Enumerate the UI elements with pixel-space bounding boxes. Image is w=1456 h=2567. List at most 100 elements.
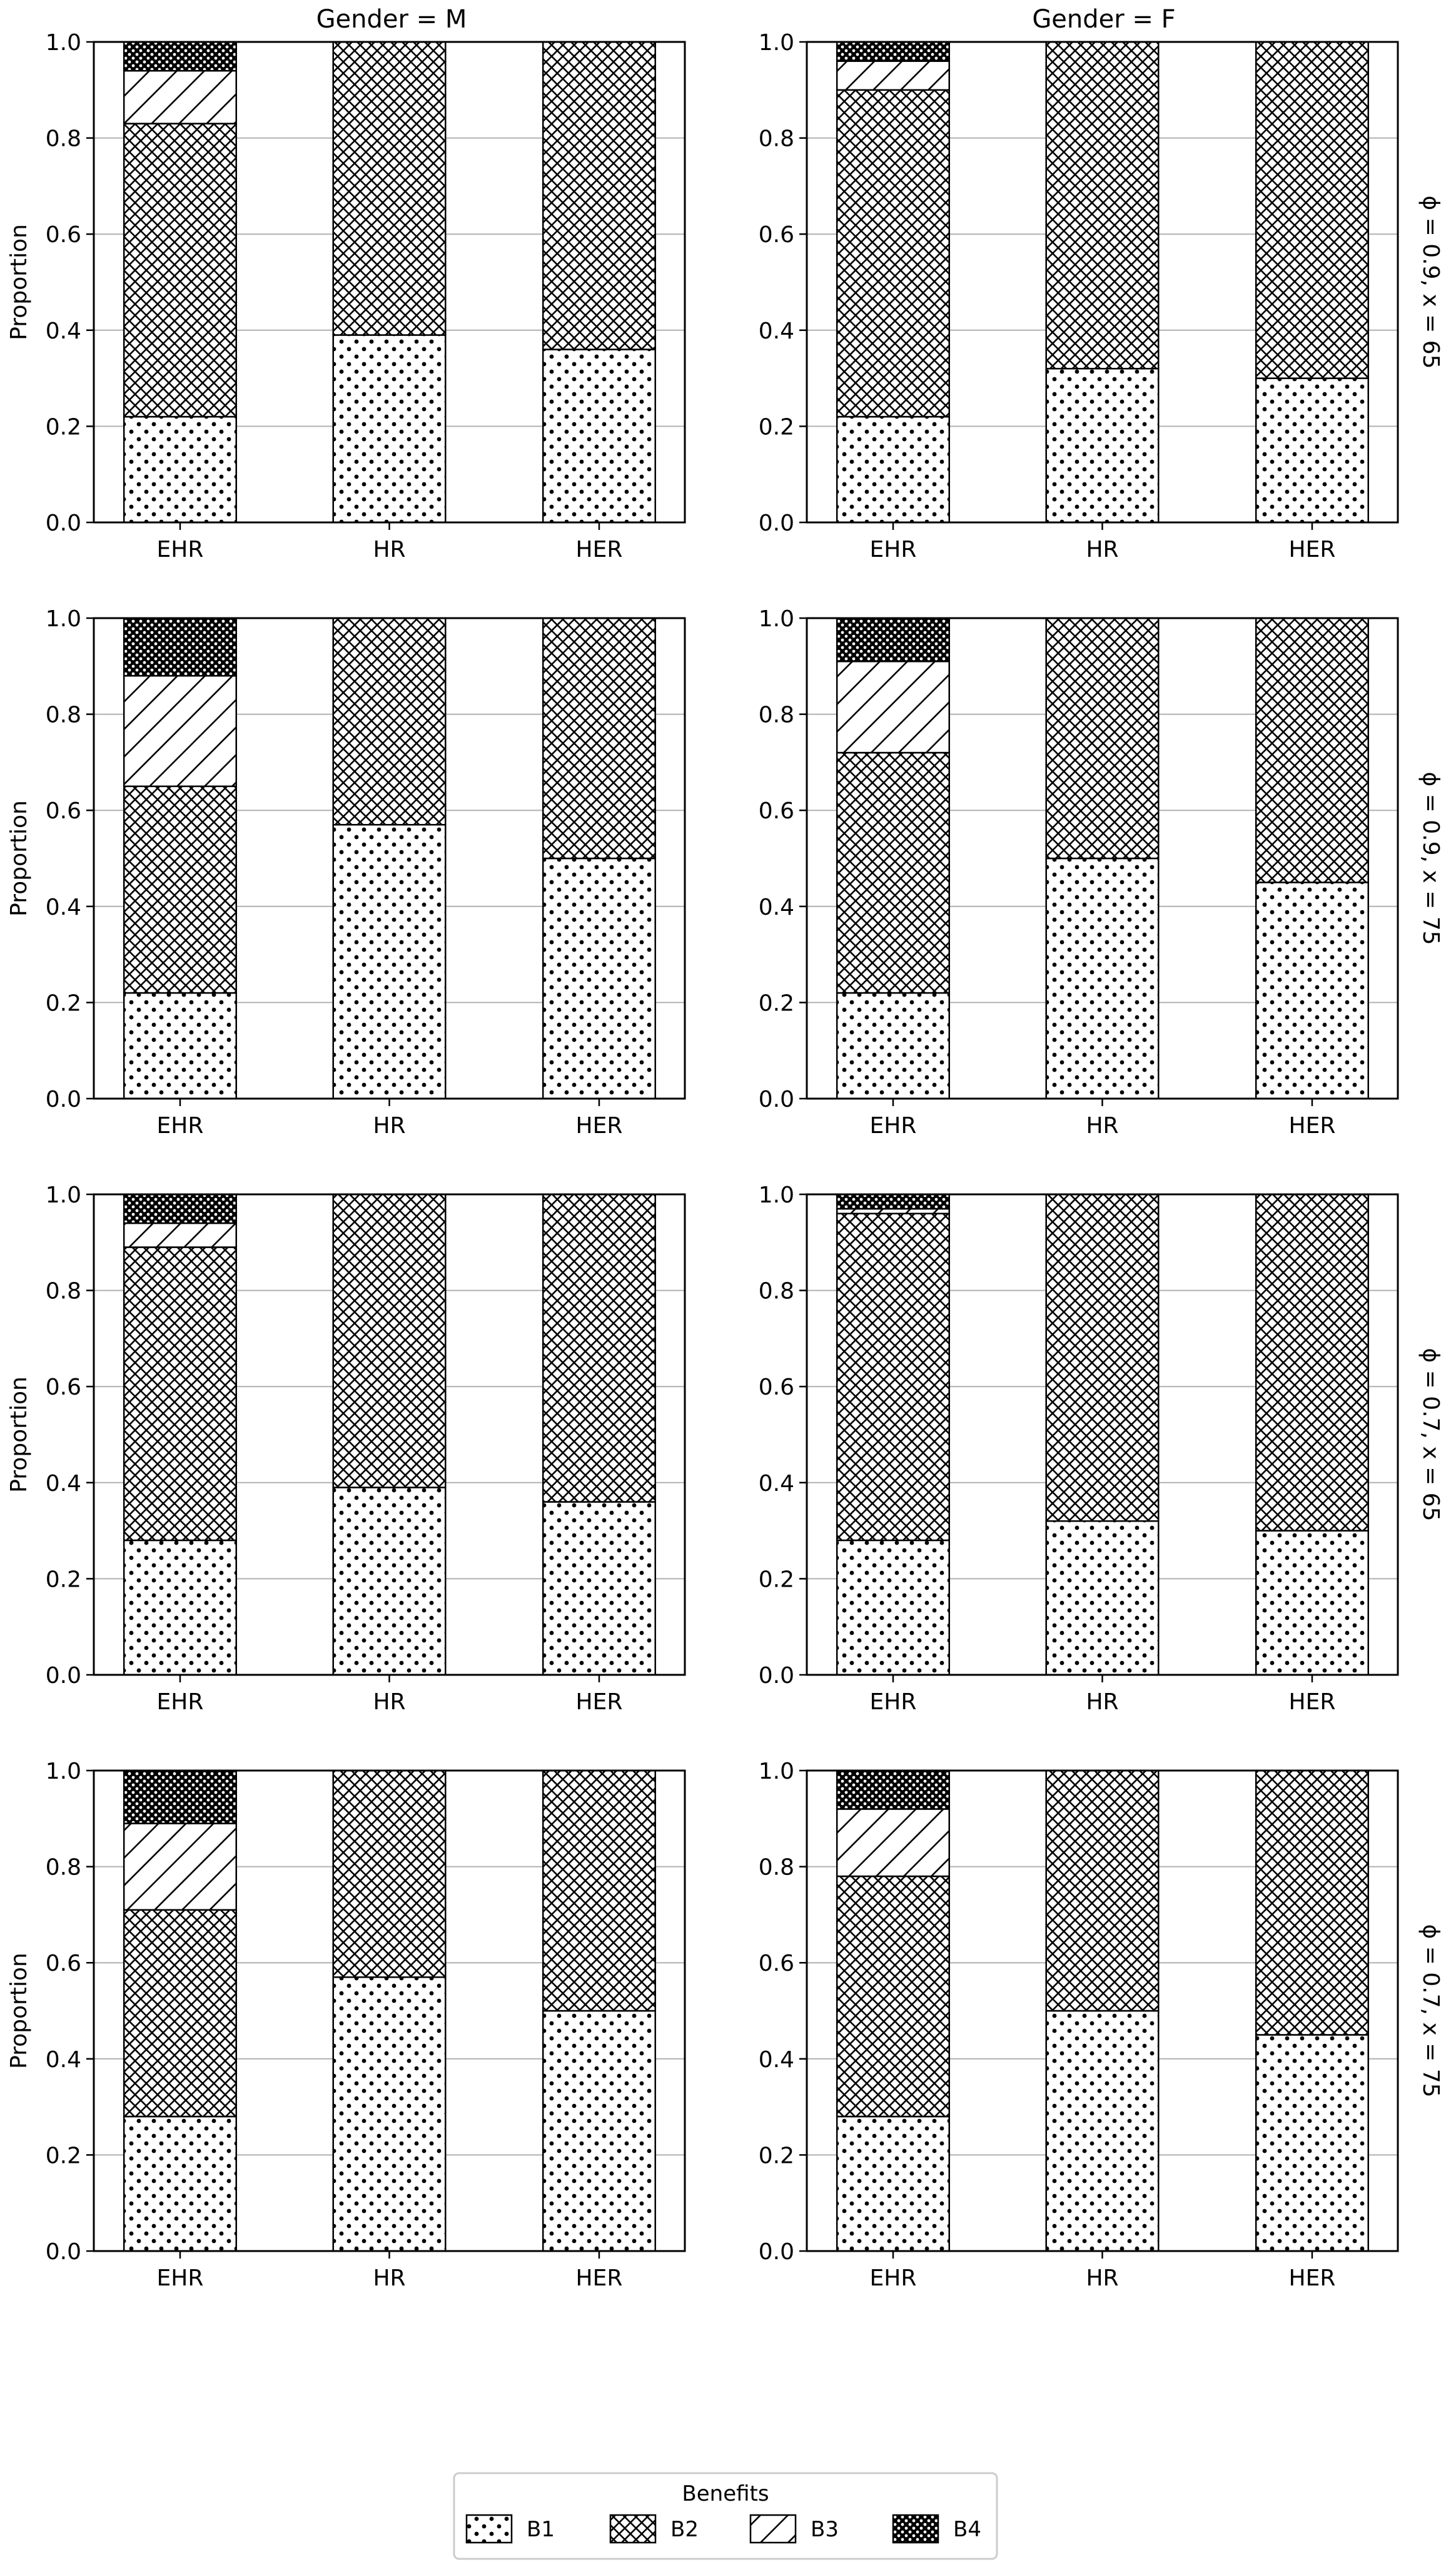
y-tick-label: 0.0 bbox=[46, 511, 81, 536]
panel-male-row-3: 0.0 0.2 0.4 0.6 0.8 1.0 EHR HR HER Proportion bbox=[6, 1182, 686, 1715]
bar-segment-ehr-b4 bbox=[123, 41, 237, 72]
bar-segment-her-b2 bbox=[1255, 41, 1369, 379]
y-tick-label: 0.6 bbox=[46, 1951, 81, 1976]
bar-segment-hr-b2 bbox=[1045, 617, 1160, 860]
y-tick-label: 1.0 bbox=[759, 30, 794, 56]
bar-segment-ehr-b1 bbox=[836, 2115, 950, 2252]
axes-frame bbox=[806, 617, 1399, 1100]
x-tick-label-ehr: EHR bbox=[870, 537, 917, 562]
y-tick-label: 0.4 bbox=[46, 1471, 81, 1497]
bar-segment-her-b1 bbox=[1255, 377, 1369, 524]
bar-segment-ehr-b4 bbox=[836, 1769, 950, 1810]
x-tick-label-hr: HR bbox=[1086, 537, 1118, 562]
x-tick-label-her: HER bbox=[1289, 1113, 1336, 1139]
y-tick-label: 0.8 bbox=[759, 1279, 794, 1304]
x-tick-label-her: HER bbox=[576, 537, 623, 562]
y-tick-label: 0.0 bbox=[46, 2239, 81, 2265]
legend-entry-b2: B2 bbox=[609, 2514, 699, 2544]
axes-frame bbox=[93, 41, 686, 524]
panel-female-row-1: 0.0 0.2 0.4 0.6 0.8 1.0 EHR HR HER ϕ = 0.9, x = 6… bbox=[759, 30, 1443, 562]
y-tick-label: 0.2 bbox=[46, 414, 81, 440]
legend-label-b3: B3 bbox=[811, 2517, 839, 2542]
y-tick-label: 0.2 bbox=[759, 1567, 794, 1592]
bar-segment-ehr-b1 bbox=[123, 1539, 237, 1676]
bar-segment-hr-b1 bbox=[332, 334, 447, 524]
bar-segment-hr-b1 bbox=[332, 1976, 447, 2252]
y-tick-label: 1.0 bbox=[46, 1759, 81, 1784]
y-axis-label: Proportion bbox=[6, 1953, 32, 2069]
x-tick-label-her: HER bbox=[1289, 2265, 1336, 2291]
axes-frame bbox=[93, 617, 686, 1100]
x-tick-label-her: HER bbox=[576, 2265, 623, 2291]
bar-segment-ehr-b4 bbox=[123, 1769, 237, 1824]
bar-segment-ehr-b2 bbox=[836, 1212, 950, 1542]
bar-segment-ehr-b3 bbox=[123, 674, 237, 788]
legend-entry-b1: B1 bbox=[465, 2514, 555, 2544]
bar-segment-her-b1 bbox=[542, 2010, 657, 2252]
y-tick-label: 0.0 bbox=[759, 511, 794, 536]
bar-segment-hr-b1 bbox=[1045, 2010, 1160, 2252]
x-tick-label-hr: HR bbox=[1086, 1689, 1118, 1715]
bar-segment-ehr-b2 bbox=[123, 1909, 237, 2118]
bar-segment-hr-b2 bbox=[332, 1193, 447, 1488]
y-tick-label: 0.8 bbox=[759, 126, 794, 152]
bar-segment-ehr-b3 bbox=[123, 1822, 237, 1911]
y-tick-label: 1.0 bbox=[759, 606, 794, 632]
y-tick-label: 0.6 bbox=[46, 1375, 81, 1400]
bar-segment-hr-b2 bbox=[332, 41, 447, 336]
legend-swatch-b2 bbox=[609, 2514, 657, 2544]
bar-segment-ehr-b2 bbox=[836, 89, 950, 418]
panel-female-row-4: 0.0 0.2 0.4 0.6 0.8 1.0 EHR HR HER ϕ = 0.7, x = 7… bbox=[759, 1759, 1443, 2291]
row-title-2: ϕ = 0.9, x = 75 bbox=[1418, 771, 1443, 945]
x-tick-label-ehr: EHR bbox=[157, 537, 204, 562]
bar-segment-ehr-b1 bbox=[836, 992, 950, 1100]
bar-segment-hr-b2 bbox=[332, 1769, 447, 1978]
bar-segment-her-b2 bbox=[542, 41, 657, 350]
bar-segment-ehr-b2 bbox=[836, 751, 950, 994]
bar-segment-ehr-b1 bbox=[836, 1539, 950, 1676]
bar-segment-her-b2 bbox=[1255, 617, 1369, 883]
legend-swatch-b3 bbox=[749, 2514, 797, 2544]
legend-label-b2: B2 bbox=[670, 2517, 699, 2542]
bar-segment-her-b2 bbox=[542, 1193, 657, 1503]
legend-swatch-b1 bbox=[465, 2514, 513, 2544]
column-title-female: Gender = F bbox=[1032, 5, 1175, 34]
bar-segment-her-b2 bbox=[1255, 1193, 1369, 1532]
y-axis-label: Proportion bbox=[6, 800, 32, 917]
bar-segment-ehr-b4 bbox=[836, 41, 950, 62]
axes-frame bbox=[806, 1193, 1399, 1676]
y-tick-label: 0.0 bbox=[759, 1087, 794, 1112]
x-tick-label-hr: HR bbox=[373, 537, 405, 562]
y-tick-label: 0.8 bbox=[759, 1855, 794, 1881]
y-tick-label: 0.8 bbox=[759, 703, 794, 728]
y-tick-label: 0.4 bbox=[759, 2047, 794, 2073]
y-tick-label: 0.6 bbox=[46, 798, 81, 824]
bar-segment-ehr-b2 bbox=[836, 1875, 950, 2118]
legend-entry-b4: B4 bbox=[892, 2514, 981, 2544]
bar-segment-ehr-b3 bbox=[123, 1222, 237, 1248]
x-tick-label-ehr: EHR bbox=[157, 2265, 204, 2291]
y-tick-label: 0.8 bbox=[46, 1279, 81, 1304]
y-tick-label: 0.4 bbox=[759, 318, 794, 344]
x-tick-label-hr: HR bbox=[373, 2265, 405, 2291]
y-axis-label: Proportion bbox=[6, 224, 32, 340]
x-tick-label-her: HER bbox=[576, 1113, 623, 1139]
legend-entry-b3: B3 bbox=[749, 2514, 839, 2544]
bar-segment-hr-b1 bbox=[332, 1487, 447, 1676]
y-tick-label: 0.6 bbox=[759, 1951, 794, 1976]
x-tick-label-hr: HR bbox=[373, 1113, 405, 1139]
legend-label-b1: B1 bbox=[527, 2517, 555, 2542]
bar-segment-hr-b2 bbox=[1045, 41, 1160, 370]
bar-segment-ehr-b4 bbox=[123, 1193, 237, 1224]
bar-segment-hr-b1 bbox=[1045, 1520, 1160, 1676]
y-tick-label: 0.2 bbox=[46, 990, 81, 1016]
bar-segment-her-b1 bbox=[542, 348, 657, 524]
y-tick-label: 0.0 bbox=[759, 1663, 794, 1689]
x-tick-label-hr: HR bbox=[1086, 1113, 1118, 1139]
x-tick-label-ehr: EHR bbox=[870, 1689, 917, 1715]
bar-segment-her-b2 bbox=[542, 1769, 657, 2012]
y-tick-label: 0.6 bbox=[759, 1375, 794, 1400]
panel-grid: 0.0 0.2 0.4 0.6 0.8 1.0 EHR HR HER Proportion 0.0 0… bbox=[6, 30, 1443, 2291]
bar-segment-ehr-b3 bbox=[836, 660, 950, 754]
bar-segment-hr-b2 bbox=[1045, 1769, 1160, 2012]
